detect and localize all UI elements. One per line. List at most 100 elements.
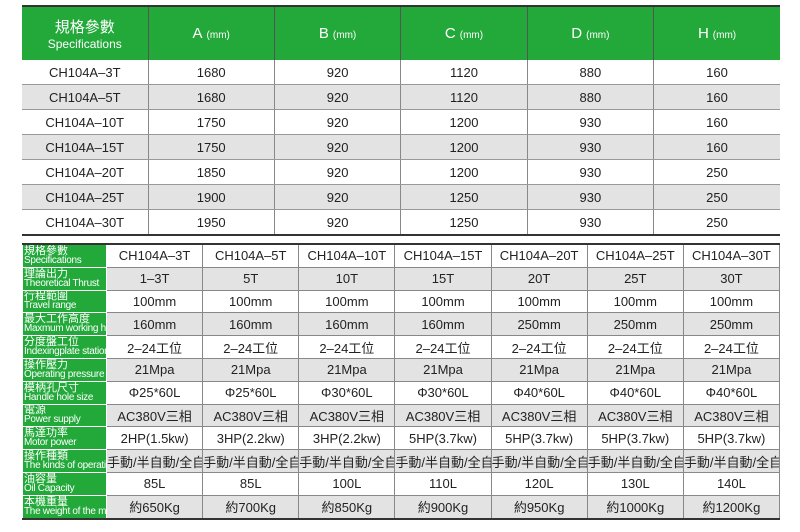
column-letter: A xyxy=(192,25,203,42)
dimension-cell: 930 xyxy=(527,159,655,185)
spec-value: CH104A–30T xyxy=(682,243,781,268)
spec-label-cn: 電源 xyxy=(24,404,46,417)
dimension-cell: 930 xyxy=(527,184,655,210)
spec-value: AC380V三相 xyxy=(202,403,300,428)
table-row: CH104A–20T 1850 920 1200 930 250 xyxy=(22,159,780,185)
model-cell: CH104A–25T xyxy=(22,184,149,210)
header-c: C (mm) xyxy=(400,6,528,60)
table-row: CH104A–5T 1680 920 1120 880 160 xyxy=(22,84,780,110)
spec-label-cn: 規格參數 xyxy=(24,244,68,257)
spec-label-cn: 最大工作高度 xyxy=(24,313,90,326)
spec-value: 約950Kg xyxy=(490,494,588,520)
spec-value: 5HP(3.7kw) xyxy=(586,426,684,451)
spec-value: 100mm xyxy=(682,289,781,314)
dimension-cell: 930 xyxy=(527,134,655,160)
spec-value: Φ30*60L xyxy=(298,380,396,405)
spec-value: 5HP(3.7kw) xyxy=(394,426,492,451)
spec-label-cn: 操作壓力 xyxy=(24,358,68,371)
column-letter: C xyxy=(444,25,456,42)
dimension-cell: 920 xyxy=(274,134,402,160)
dimension-cell: 1850 xyxy=(148,159,275,185)
dimension-cell: 1120 xyxy=(400,84,528,110)
dimension-cell: 880 xyxy=(527,84,655,110)
dimension-cell: 920 xyxy=(274,84,402,110)
dimension-cell: 1900 xyxy=(148,184,275,210)
spec-value: 100mm xyxy=(586,289,684,314)
column-letter: D xyxy=(571,25,583,42)
model-cell: CH104A–5T xyxy=(22,84,149,110)
spec-value: 手動/半自動/全自動 xyxy=(394,449,492,473)
header-specifications: 規格參數 Specifications xyxy=(22,6,149,60)
spec-value: CH104A–10T xyxy=(298,243,396,268)
spec-label-en: Handle hole size xyxy=(24,391,94,403)
model-cell: CH104A–3T xyxy=(22,60,149,85)
spec-value: Φ40*60L xyxy=(682,380,781,405)
dimension-cell: 920 xyxy=(274,184,402,210)
spec-label-en: The weight of the machine xyxy=(24,505,107,517)
spec-value: 100mm xyxy=(394,289,492,314)
model-cell: CH104A–15T xyxy=(22,134,149,160)
column-unit: (mm) xyxy=(712,30,737,41)
spec-value: 約1000Kg xyxy=(586,494,684,520)
spec-label-en: Indexingplate station xyxy=(24,346,107,358)
spec-value: 2–24工位 xyxy=(394,335,492,359)
spec-value: CH104A–25T xyxy=(586,243,684,268)
spec-value: 15T xyxy=(394,266,492,291)
spec-value: 2–24工位 xyxy=(586,335,684,359)
dimension-cell: 1200 xyxy=(400,159,528,185)
spec-value: 約650Kg xyxy=(105,494,204,520)
spec-label: 分度盤工位 Indexingplate station xyxy=(22,335,107,359)
spec-value: CH104A–5T xyxy=(202,243,300,268)
spec-value: 2–24工位 xyxy=(490,335,588,359)
spec-value: Φ40*60L xyxy=(586,380,684,405)
spec-value: 250mm xyxy=(490,312,588,337)
spec-value: 21Mpa xyxy=(490,357,588,382)
spec-label: 模柄孔尺寸 Handle hole size xyxy=(22,380,107,405)
spec-row: 電源 Power supply AC380V三相 AC380V三相 AC380V三相 AC… xyxy=(22,403,781,428)
spec-value: 約1200Kg xyxy=(682,494,781,520)
spec-value: 100L xyxy=(298,471,396,496)
spec-value: 約900Kg xyxy=(394,494,492,520)
spec-label-cn: 行程範圍 xyxy=(24,290,68,303)
spec-label-cn: 馬達功率 xyxy=(24,427,68,440)
spec-value: AC380V三相 xyxy=(682,403,781,428)
spec-label-en: Oil Capacity xyxy=(24,482,75,494)
spec-value: CH104A–15T xyxy=(394,243,492,268)
dimension-cell: 1250 xyxy=(400,209,528,236)
dimension-cell: 920 xyxy=(274,109,402,135)
spec-label-en: Travel range xyxy=(24,300,77,312)
spec-value: 140L xyxy=(682,471,781,496)
spec-value: 250mm xyxy=(586,312,684,337)
spec-value: 21Mpa xyxy=(202,357,300,382)
table-row: CH104A–30T 1950 920 1250 930 250 xyxy=(22,209,780,236)
spec-value: 2–24工位 xyxy=(202,335,300,359)
dimension-cell: 1750 xyxy=(148,109,275,135)
table-row: CH104A–15T 1750 920 1200 930 160 xyxy=(22,134,780,160)
spec-value: 100mm xyxy=(298,289,396,314)
spec-label-cn: 規格參數 xyxy=(54,19,115,36)
spec-label-cn: 油容量 xyxy=(24,472,57,485)
spec-value: 5T xyxy=(202,266,300,291)
dimension-cell: 250 xyxy=(653,184,780,210)
spec-value: 1–3T xyxy=(105,266,204,291)
spec-value: 手動/半自動/全自動 xyxy=(298,449,396,473)
spec-value: 2–24工位 xyxy=(105,335,204,359)
spec-value: 5HP(3.7kw) xyxy=(682,426,781,451)
spec-label-cn: 模柄孔尺寸 xyxy=(24,381,79,394)
spec-value: CH104A–20T xyxy=(490,243,588,268)
spec-value: 130L xyxy=(586,471,684,496)
spec-value: 2HP(1.5kw) xyxy=(105,426,204,451)
dimension-cell: 1680 xyxy=(148,60,275,85)
model-cell: CH104A–10T xyxy=(22,109,149,135)
spec-value: 手動/半自動/全自動 xyxy=(586,449,684,473)
spec-row: 理論出力 Theoretical Thrust 1–3T 5T 10T 15T 20T 25T… xyxy=(22,266,781,291)
dimension-cell: 1750 xyxy=(148,134,275,160)
specifications-table: 規格參數 Specifications CH104A–3T CH104A–5T CH10… xyxy=(22,243,781,520)
spec-value: AC380V三相 xyxy=(394,403,492,428)
spec-row: 分度盤工位 Indexingplate station 2–24工位 2–24工位 2–… xyxy=(22,335,781,359)
dimension-cell: 930 xyxy=(527,209,655,236)
spec-value: 21Mpa xyxy=(586,357,684,382)
